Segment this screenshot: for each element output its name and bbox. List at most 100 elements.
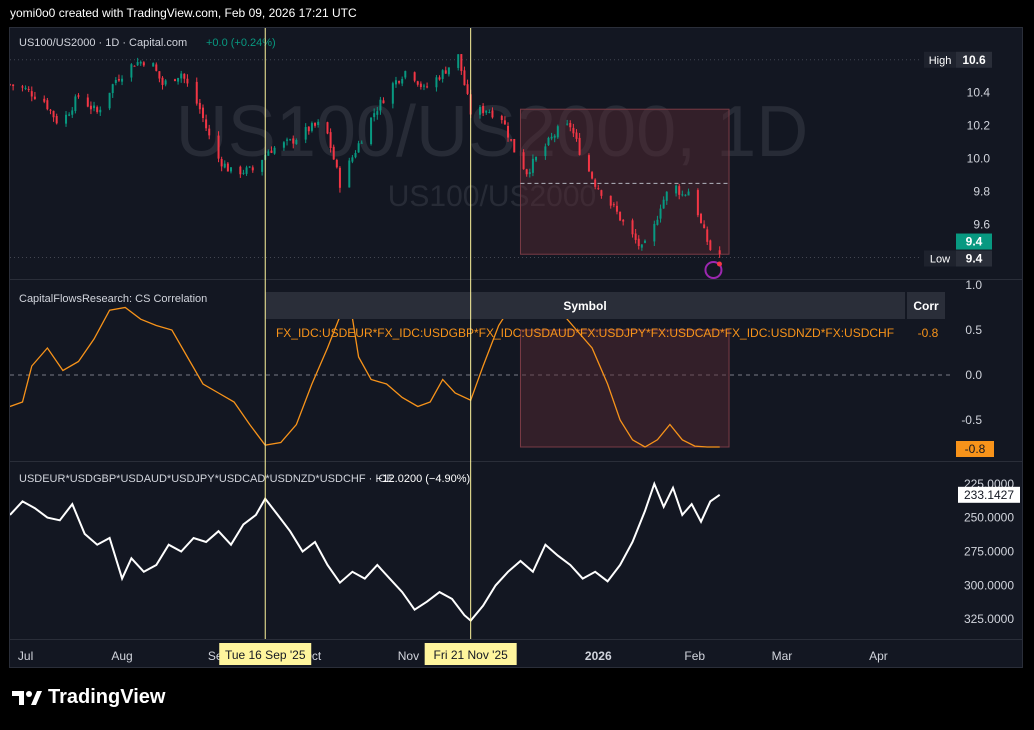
candle-body	[158, 71, 161, 79]
candle-body	[295, 139, 298, 145]
candle-body	[637, 238, 640, 247]
candle-body	[709, 240, 712, 250]
candle-body	[500, 115, 503, 121]
candle-body	[96, 107, 99, 112]
candle-body	[130, 64, 133, 78]
bot-last-badge	[958, 486, 1020, 503]
x-axis-label: Nov	[398, 649, 419, 663]
tradingview-logo[interactable]: TradingView	[12, 686, 165, 709]
low-value: 9.4	[966, 252, 983, 266]
candle-body	[528, 172, 531, 175]
candle-body	[152, 63, 155, 67]
candle-body	[463, 70, 466, 86]
candle-body	[597, 188, 600, 190]
candle-body	[653, 223, 656, 242]
candle-body	[360, 142, 363, 144]
bot-title: USDEUR*USDGBP*USDAUD*USDJPY*USDCAD*USDNZ…	[19, 473, 394, 485]
watermark-small: US100/US2000	[388, 180, 596, 213]
mid-y-tick: 0.0	[965, 368, 982, 382]
candle-body	[507, 125, 510, 138]
candle-body	[33, 96, 36, 99]
high-label: High	[929, 55, 952, 67]
candle-body	[205, 119, 208, 129]
candle-body	[304, 127, 307, 140]
candle-body	[52, 110, 55, 118]
table-symbol: FX_IDC:USDEUR*FX_IDC:USDGBP*FX_IDC:USDAU…	[276, 326, 894, 340]
candle-body	[531, 158, 534, 173]
watermark-big: US100/US2000, 1D	[176, 92, 808, 172]
candle-body	[226, 163, 229, 172]
candle-body	[510, 139, 513, 141]
last-value-badge	[956, 233, 992, 250]
candle-body	[180, 73, 183, 79]
candle-body	[619, 211, 622, 221]
candle-body	[117, 79, 120, 81]
candle-body	[687, 191, 690, 196]
candle-body	[89, 105, 92, 110]
index-line	[10, 480, 721, 623]
candle-body	[416, 81, 419, 85]
tradingview-logo-icon	[12, 690, 42, 705]
candle-body	[553, 135, 556, 138]
candle-body	[460, 54, 463, 72]
table-header-symbol-cell	[265, 292, 905, 319]
candle-body	[201, 107, 204, 118]
chart-canvas[interactable]: US100/US2000, 1D US100/US2000 US100/US2000…	[10, 28, 1023, 668]
candle-body	[684, 194, 687, 196]
candle-body	[643, 240, 646, 243]
candle-body	[376, 111, 379, 115]
table-header-corr: Corr	[913, 299, 939, 313]
candle-body	[43, 98, 46, 102]
candle-body	[382, 100, 385, 104]
candle-body	[441, 70, 444, 79]
candle-body	[248, 166, 251, 168]
candle-body	[239, 166, 242, 175]
candle-body	[208, 128, 211, 136]
mid-last-badge	[956, 441, 994, 457]
candle-body	[77, 95, 80, 97]
top-y-tick: 10.4	[967, 86, 991, 100]
table-corr: -0.8	[918, 326, 939, 340]
candle-body	[587, 155, 590, 172]
candle-body	[491, 110, 494, 118]
candle-body	[447, 67, 450, 75]
candle-body	[242, 172, 245, 174]
high-label-badge	[924, 51, 956, 68]
candle-body	[457, 54, 460, 68]
candle-body	[488, 112, 491, 114]
bot-last-value: 233.1427	[964, 488, 1014, 502]
candle-body	[482, 105, 485, 114]
candle-body	[354, 152, 357, 158]
candle-body	[591, 172, 594, 179]
candle-body	[348, 160, 351, 188]
candle-body	[155, 64, 158, 71]
candle-body	[422, 85, 425, 87]
candle-body	[485, 110, 488, 113]
x-axis-label: Apr	[869, 649, 888, 663]
candle-body	[391, 83, 394, 104]
candle-body	[525, 169, 528, 175]
candle-body	[659, 208, 662, 219]
candle-body	[229, 167, 232, 172]
candle-body	[547, 137, 550, 146]
candle-body	[678, 186, 681, 195]
candle-body	[314, 122, 317, 126]
top-y-tick: 10.2	[967, 119, 991, 133]
candle-body	[142, 62, 145, 66]
candle-body	[251, 167, 254, 171]
candle-body	[444, 70, 447, 74]
candle-body	[419, 83, 422, 88]
candle-body	[10, 84, 11, 86]
candle-body	[466, 84, 469, 94]
candle-body	[665, 191, 668, 201]
candle-body	[479, 106, 482, 115]
candle-body	[161, 77, 164, 85]
candle-body	[282, 142, 285, 148]
mid-y-tick: -0.5	[961, 413, 982, 427]
candle-body	[270, 150, 273, 153]
table-header-corr-cell	[907, 292, 945, 319]
chart-frame[interactable]: US100/US2000, 1D US100/US2000 US100/US2000…	[9, 27, 1023, 668]
candle-body	[121, 78, 124, 82]
candle-body	[435, 77, 438, 88]
candle-body	[273, 147, 276, 154]
